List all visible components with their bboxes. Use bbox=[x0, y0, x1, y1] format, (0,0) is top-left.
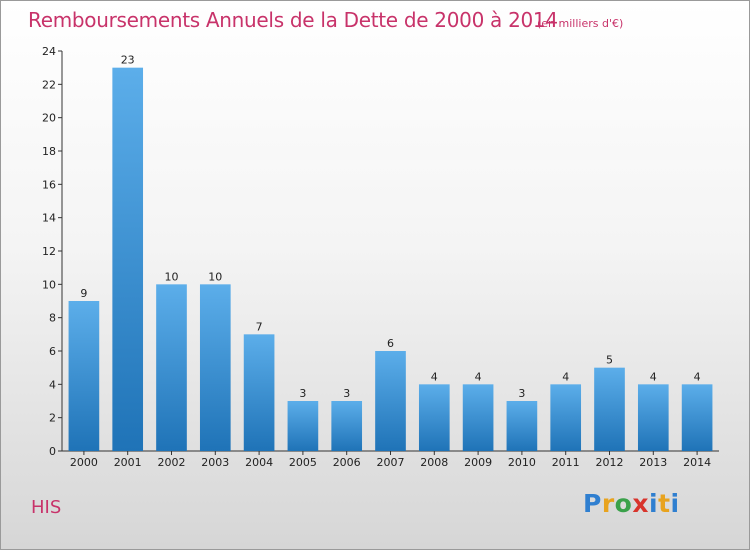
data-label-2013: 4 bbox=[650, 370, 657, 383]
x-tick-label: 2007 bbox=[377, 456, 405, 469]
data-label-2005: 3 bbox=[299, 387, 306, 400]
commune-name: HIS bbox=[31, 497, 62, 518]
bar-2009 bbox=[462, 384, 494, 451]
data-label-2009: 4 bbox=[475, 370, 482, 383]
data-label-2010: 3 bbox=[518, 387, 525, 400]
y-tick-label: 0 bbox=[49, 445, 56, 458]
x-tick-label: 2005 bbox=[289, 456, 317, 469]
x-axis: 2000 2001 2002 2003 2004 2005 2006 2007 2008 2009… bbox=[62, 450, 719, 469]
x-tick-label: 2006 bbox=[333, 456, 361, 469]
x-tick-label: 2012 bbox=[596, 456, 624, 469]
x-tick-label: 2008 bbox=[420, 456, 448, 469]
bar-2013 bbox=[637, 384, 669, 451]
x-tick-label: 2014 bbox=[683, 456, 711, 469]
y-tick-label: 24 bbox=[42, 45, 56, 58]
x-tick-label: 2001 bbox=[114, 456, 142, 469]
bars bbox=[68, 67, 713, 452]
chart-title: Remboursements Annuels de la Dette de 20… bbox=[28, 8, 558, 32]
data-label-2006: 3 bbox=[343, 387, 350, 400]
bar-2012 bbox=[594, 367, 625, 451]
y-tick-label: 20 bbox=[42, 112, 56, 125]
bar-2007 bbox=[375, 351, 406, 451]
x-tick-label: 2010 bbox=[508, 456, 536, 469]
proxiti-logo: Proxiti bbox=[583, 489, 680, 518]
data-label-2012: 5 bbox=[606, 354, 613, 367]
data-label-2001: 23 bbox=[121, 54, 135, 67]
bar-2002 bbox=[156, 284, 187, 451]
y-tick-label: 4 bbox=[49, 378, 56, 391]
y-tick-label: 14 bbox=[42, 212, 56, 225]
bar-2005 bbox=[287, 401, 319, 451]
bar-2001 bbox=[112, 67, 144, 452]
y-tick-label: 18 bbox=[42, 145, 56, 158]
x-tick-label: 2002 bbox=[158, 456, 186, 469]
x-tick-label: 2011 bbox=[552, 456, 580, 469]
bar-2006 bbox=[331, 401, 363, 451]
y-tick-label: 16 bbox=[42, 178, 56, 191]
data-label-2003: 10 bbox=[208, 270, 222, 283]
y-tick-label: 22 bbox=[42, 78, 56, 91]
x-tick-label: 2003 bbox=[201, 456, 229, 469]
bar-2000 bbox=[68, 301, 100, 451]
data-label-2002: 10 bbox=[165, 270, 179, 283]
y-tick-label: 10 bbox=[42, 278, 56, 291]
chart-subtitle: (en milliers d'€) bbox=[537, 17, 624, 30]
bar-2004 bbox=[243, 334, 275, 451]
data-label-2004: 7 bbox=[256, 320, 263, 333]
data-label-2011: 4 bbox=[562, 370, 569, 383]
data-label-2014: 4 bbox=[694, 370, 701, 383]
x-tick-label: 2004 bbox=[245, 456, 273, 469]
bar-2011 bbox=[550, 384, 582, 451]
x-tick-label: 2000 bbox=[70, 456, 98, 469]
y-tick-label: 8 bbox=[49, 312, 56, 325]
bar-2010 bbox=[506, 401, 538, 451]
data-label-2000: 9 bbox=[80, 287, 87, 300]
y-tick-label: 6 bbox=[49, 345, 56, 358]
y-tick-label: 12 bbox=[42, 245, 56, 258]
x-tick-label: 2009 bbox=[464, 456, 492, 469]
y-tick-label: 2 bbox=[49, 412, 56, 425]
data-label-2007: 6 bbox=[387, 337, 394, 350]
bar-2003 bbox=[199, 284, 231, 451]
bar-2014 bbox=[681, 384, 713, 451]
x-tick-label: 2013 bbox=[639, 456, 667, 469]
data-label-2008: 4 bbox=[431, 370, 438, 383]
bar-2008 bbox=[418, 384, 450, 451]
data-labels: 9 23 10 10 7 3 3 6 4 4 3 4 5 4 4 bbox=[80, 54, 700, 400]
